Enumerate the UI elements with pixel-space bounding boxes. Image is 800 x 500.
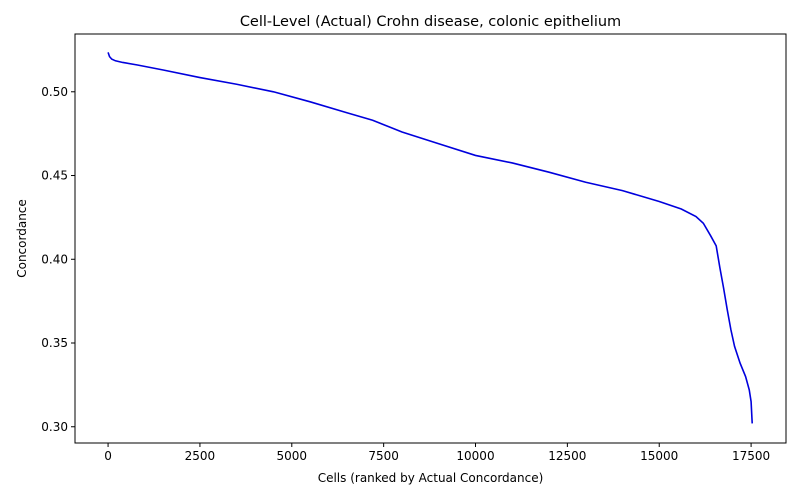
plot-area — [74, 33, 787, 444]
x-tick-label: 17500 — [732, 449, 770, 463]
y-axis: 0.30 0.35 0.40 0.45 0.50 — [41, 85, 75, 434]
y-tick-label: 0.35 — [41, 336, 68, 350]
x-tick-label: 0 — [104, 449, 112, 463]
y-tick-label: 0.45 — [41, 169, 68, 183]
x-tick-label: 15000 — [640, 449, 678, 463]
y-tick-label: 0.40 — [41, 252, 68, 266]
x-tick-label: 10000 — [456, 449, 494, 463]
y-tick-label: 0.30 — [41, 420, 68, 434]
y-axis-label: Concordance — [15, 199, 29, 278]
concordance-line — [107, 52, 753, 424]
x-axis-label: Cells (ranked by Actual Concordance) — [318, 471, 544, 485]
x-tick-label: 7500 — [368, 449, 399, 463]
x-axis: 0 2500 5000 7500 10000 12500 15000 17500 — [104, 443, 770, 463]
y-tick-label: 0.50 — [41, 85, 68, 99]
x-tick-label: 2500 — [185, 449, 216, 463]
chart-title: Cell-Level (Actual) Crohn disease, colon… — [240, 14, 621, 30]
x-tick-label: 5000 — [277, 449, 308, 463]
x-tick-label: 12500 — [548, 449, 586, 463]
